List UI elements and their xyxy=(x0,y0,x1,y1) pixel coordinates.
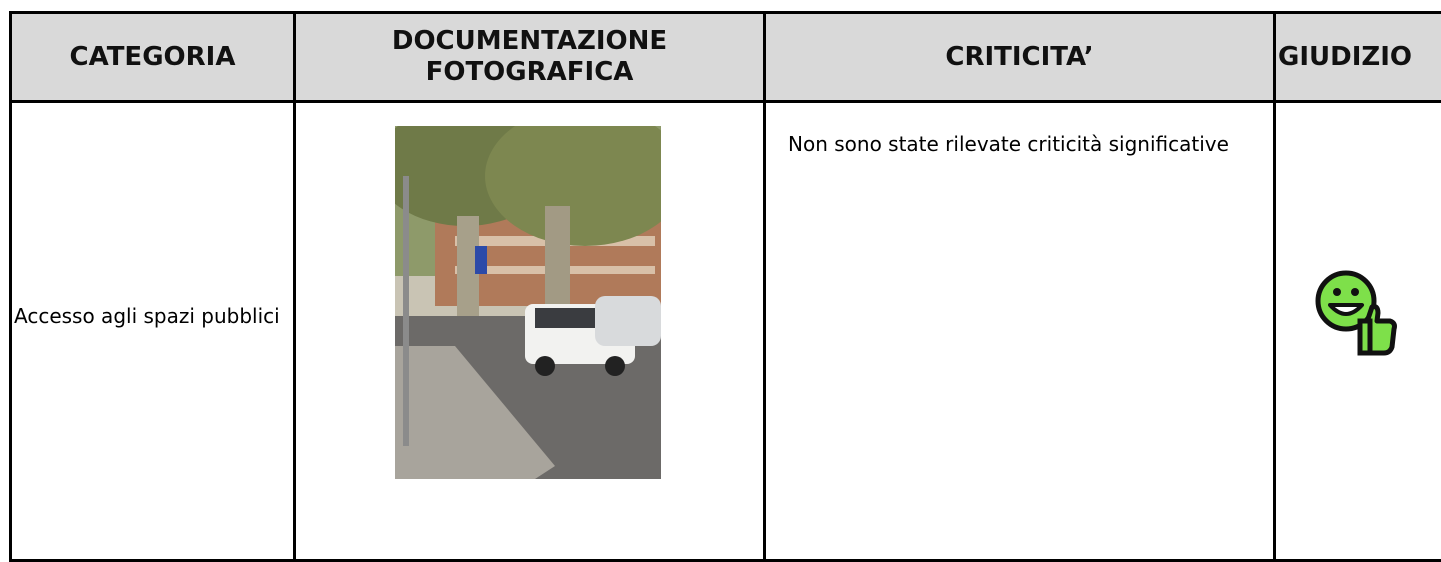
photo-cell xyxy=(295,102,765,561)
rating-cell xyxy=(1275,102,1441,561)
header-row: CATEGORIA DOCUMENTAZIONE FOTOGRAFICA CRI… xyxy=(11,13,1441,102)
thumbs-up-smiley xyxy=(1310,265,1406,361)
header-cell: CRITICITA’ xyxy=(765,13,1275,102)
category-cell: Accesso agli spazi pubblici xyxy=(11,102,295,561)
page: CATEGORIA DOCUMENTAZIONE FOTOGRAFICA CRI… xyxy=(0,0,1441,495)
issues-cell: Non sono state rilevate criticità signif… xyxy=(765,102,1275,561)
header-cell: CATEGORIA xyxy=(11,13,295,102)
body-row: Accesso agli spazi pubblici xyxy=(11,102,1441,561)
photo xyxy=(395,126,661,479)
header-cell: DOCUMENTAZIONE FOTOGRAFICA xyxy=(295,13,765,102)
header-cell: GIUDIZIO xyxy=(1275,13,1441,102)
report-table: CATEGORIA DOCUMENTAZIONE FOTOGRAFICA CRI… xyxy=(9,11,1441,562)
